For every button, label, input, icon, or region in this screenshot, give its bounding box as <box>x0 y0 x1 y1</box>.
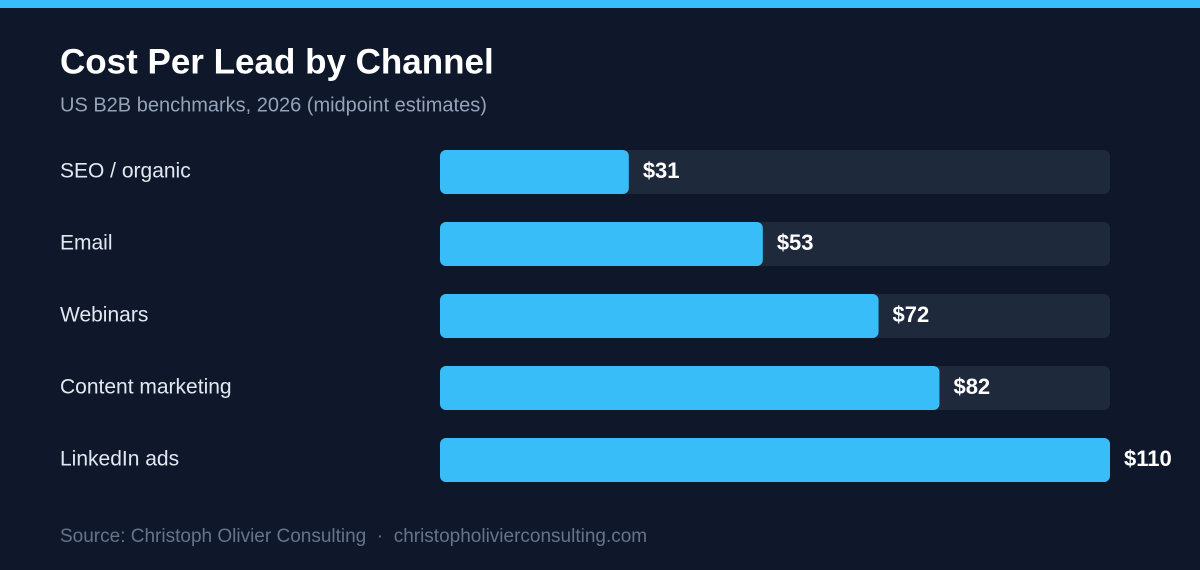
value-label: $31 <box>643 158 680 183</box>
value-label: $72 <box>893 302 930 327</box>
chart-subtitle: US B2B benchmarks, 2026 (midpoint estima… <box>60 94 487 116</box>
category-label: SEO / organic <box>60 160 191 183</box>
category-label: LinkedIn ads <box>60 448 179 471</box>
category-label: Email <box>60 232 113 255</box>
value-label: $110 <box>1124 446 1172 471</box>
chart-title: Cost Per Lead by Channel <box>60 42 494 81</box>
value-label: $53 <box>777 230 814 255</box>
bar <box>440 438 1110 482</box>
bar <box>440 366 940 410</box>
source: Source: Christoph Olivier Consulting · c… <box>60 526 647 547</box>
category-label: Webinars <box>60 304 148 327</box>
bar <box>440 294 879 338</box>
category-label: Content marketing <box>60 376 232 399</box>
value-label: $82 <box>953 374 990 399</box>
bar <box>440 222 763 266</box>
bar <box>440 150 629 194</box>
top-band <box>0 0 1200 8</box>
